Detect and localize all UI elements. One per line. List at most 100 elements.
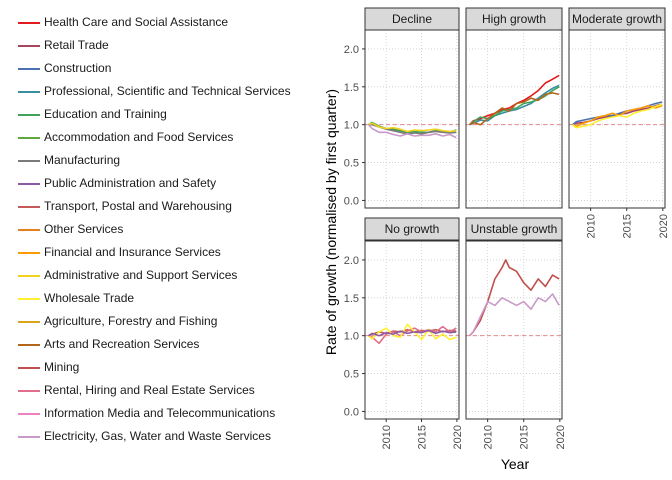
y-tick-label: 2.0	[344, 44, 359, 56]
panel-strip	[364, 217, 460, 241]
legend: Health Care and Social Assistance Retail …	[0, 0, 320, 480]
legend-label: Transport, Postal and Warehousing	[44, 199, 232, 213]
panel-label: Unstable growth	[471, 222, 558, 236]
legend-swatch	[18, 390, 40, 392]
legend-item: Administrative and Support Services	[0, 266, 320, 286]
x-tick-label: 2020	[452, 425, 464, 449]
legend-label: Other Services	[44, 222, 124, 236]
panel-label: No growth	[385, 222, 440, 236]
legend-item: Accommodation and Food Services	[0, 128, 320, 148]
legend-label: Manufacturing	[44, 153, 121, 167]
series-line	[367, 124, 457, 139]
y-tick-label: 1.5	[344, 82, 359, 94]
panel-label: Moderate growth	[572, 12, 662, 26]
x-tick-label: 2015	[519, 425, 531, 449]
legend-item: Health Care and Social Assistance	[0, 13, 320, 33]
x-tick-label: 2020	[555, 425, 567, 449]
legend-item: Retail Trade	[0, 36, 320, 56]
y-tick-label: 1.0	[344, 120, 359, 132]
legend-swatch	[18, 321, 40, 323]
y-tick-label: 1.0	[344, 331, 359, 343]
legend-swatch	[18, 45, 40, 47]
legend-label: Agriculture, Forestry and Fishing	[44, 314, 218, 328]
legend-swatch	[18, 252, 40, 254]
legend-swatch	[18, 91, 40, 93]
legend-item: Mining	[0, 358, 320, 378]
legend-swatch	[18, 229, 40, 231]
x-axis-title: Year	[501, 456, 530, 472]
legend-swatch	[18, 206, 40, 208]
series-line	[368, 325, 457, 345]
legend-swatch	[18, 114, 40, 116]
legend-item: Education and Training	[0, 105, 320, 125]
series-line	[469, 86, 560, 126]
y-tick-label: 0.5	[344, 158, 359, 170]
legend-label: Retail Trade	[44, 38, 109, 52]
legend-label: Education and Training	[44, 107, 167, 121]
legend-item: Manufacturing	[0, 151, 320, 171]
legend-item: Information Media and Telecommunications	[0, 404, 320, 424]
series-line	[469, 92, 560, 126]
legend-item: Wholesale Trade	[0, 289, 320, 309]
legend-item: Other Services	[0, 220, 320, 240]
y-tick-label: 0.5	[344, 369, 359, 381]
legend-swatch	[18, 413, 40, 415]
legend-item: Transport, Postal and Warehousing	[0, 197, 320, 217]
series-line	[368, 122, 457, 133]
legend-label: Mining	[44, 360, 80, 374]
y-axis-title: Rate of growth (normalised by first quar…	[323, 89, 339, 355]
legend-label: Rental, Hiring and Real Estate Services	[44, 383, 255, 397]
series-line	[367, 323, 457, 341]
legend-label: Professional, Scientific and Technical S…	[44, 84, 291, 98]
x-tick-label: 2010	[586, 214, 598, 238]
x-tick-label: 2010	[381, 425, 393, 449]
legend-label: Construction	[44, 61, 112, 75]
legend-label: Information Media and Telecommunications	[44, 406, 276, 420]
y-tick-label: 0.0	[344, 195, 359, 207]
panel-strip	[465, 217, 563, 241]
x-tick-label: 2010	[483, 425, 495, 449]
legend-swatch	[18, 137, 40, 139]
legend-item: Public Administration and Safety	[0, 174, 320, 194]
legend-item: Professional, Scientific and Technical S…	[0, 82, 320, 102]
panel-border	[568, 29, 666, 209]
legend-swatch	[18, 183, 40, 185]
series-line	[469, 84, 560, 126]
legend-item: Financial and Insurance Services	[0, 243, 320, 263]
legend-swatch	[18, 22, 40, 24]
legend-label: Electricity, Gas, Water and Waste Servic…	[44, 429, 271, 443]
panel-label: Decline	[392, 12, 432, 26]
legend-item: Electricity, Gas, Water and Waste Servic…	[0, 427, 320, 447]
panel-label: High growth	[482, 12, 546, 26]
y-tick-label: 0.0	[344, 406, 359, 418]
legend-label: Accommodation and Food Services	[44, 130, 234, 144]
y-tick-label: 2.0	[344, 255, 359, 267]
legend-label: Public Administration and Safety	[44, 176, 217, 190]
legend-swatch	[18, 436, 40, 438]
legend-swatch	[18, 160, 40, 162]
x-tick-label: 2020	[658, 214, 670, 238]
panel-border	[364, 240, 460, 420]
legend-label: Wholesale Trade	[44, 291, 135, 305]
legend-label: Financial and Insurance Services	[44, 245, 221, 259]
legend-swatch	[18, 275, 40, 277]
legend-item: Agriculture, Forestry and Fishing	[0, 312, 320, 332]
legend-swatch	[18, 344, 40, 346]
legend-item: Construction	[0, 59, 320, 79]
legend-label: Health Care and Social Assistance	[44, 15, 229, 29]
legend-swatch	[18, 68, 40, 70]
series-line	[469, 293, 560, 337]
panel-background	[466, 30, 562, 208]
x-tick-label: 2015	[622, 214, 634, 238]
legend-swatch	[18, 298, 40, 300]
series-line	[469, 259, 560, 337]
legend-label: Administrative and Support Services	[44, 268, 238, 282]
panel-border	[465, 240, 563, 420]
series-line	[572, 104, 663, 127]
legend-swatch	[18, 367, 40, 369]
series-line	[572, 103, 663, 129]
panel-background	[569, 30, 665, 208]
panel-background	[466, 241, 562, 419]
panel-border	[465, 29, 563, 209]
